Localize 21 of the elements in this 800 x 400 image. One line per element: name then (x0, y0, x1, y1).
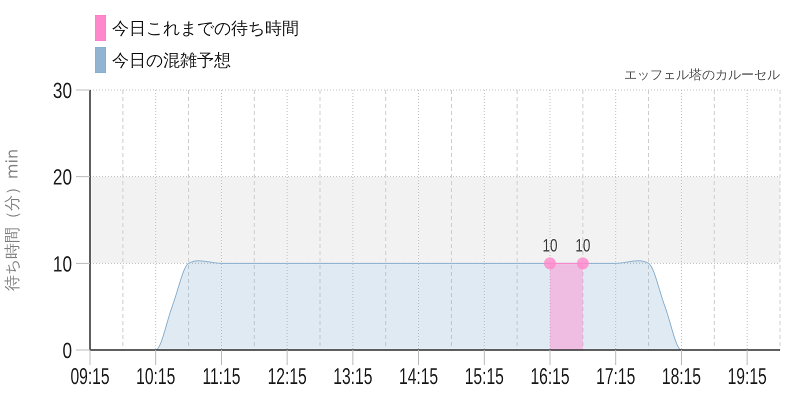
x-tick-label: 09:15 (70, 364, 110, 390)
y-tick-label: 20 (52, 166, 72, 190)
x-tick-label: 14:15 (399, 364, 438, 390)
x-tick-label: 15:15 (464, 364, 504, 390)
x-tick-label: 12:15 (268, 364, 307, 390)
y-tick-label: 10 (52, 252, 72, 277)
chart-title: エッフェル塔のカルーセル (624, 67, 780, 84)
x-tick-label: 16:15 (530, 364, 570, 390)
x-tick-label: 13:15 (333, 364, 372, 390)
data-label: 10 (575, 236, 590, 256)
y-tick-label: 0 (62, 339, 72, 364)
x-tick-label: 17:15 (596, 364, 636, 390)
x-tick-label: 10:15 (136, 364, 176, 390)
x-tick-label: 18:15 (662, 364, 702, 390)
y-tick-label: 30 (52, 79, 72, 104)
x-tick-label: 19:15 (728, 364, 767, 390)
legend-label: 今日これまでの待ち時間 (112, 18, 299, 40)
x-tick-label: 11:15 (202, 364, 240, 390)
y-axis-title: 待ち時間（分）min (2, 148, 22, 292)
data-label: 10 (542, 236, 558, 256)
legend-label: 今日の混雑予想 (112, 50, 231, 72)
